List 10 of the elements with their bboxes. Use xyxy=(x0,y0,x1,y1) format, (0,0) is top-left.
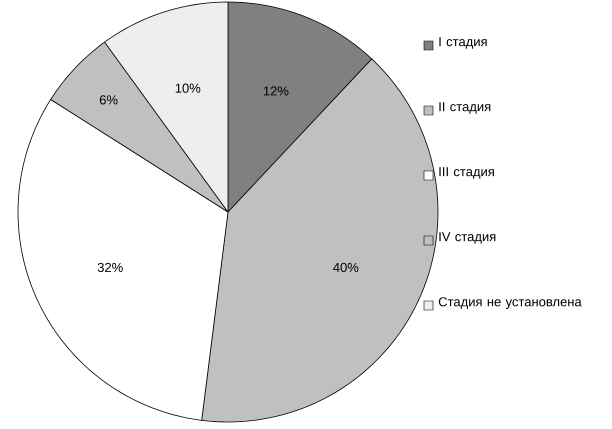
data-label: 12% xyxy=(264,86,288,96)
legend-label: Стадия не установлена xyxy=(438,297,582,309)
data-label: 10% xyxy=(176,84,200,93)
legend-label: I стадия xyxy=(439,37,487,49)
data-label: 32% xyxy=(98,262,123,272)
legend-label: III стадия xyxy=(439,167,494,179)
legend-label: IV стадия xyxy=(439,232,496,244)
legend-label: II стадия xyxy=(439,102,490,114)
data-label: 6% xyxy=(100,95,118,104)
data-label: 40% xyxy=(333,262,358,272)
